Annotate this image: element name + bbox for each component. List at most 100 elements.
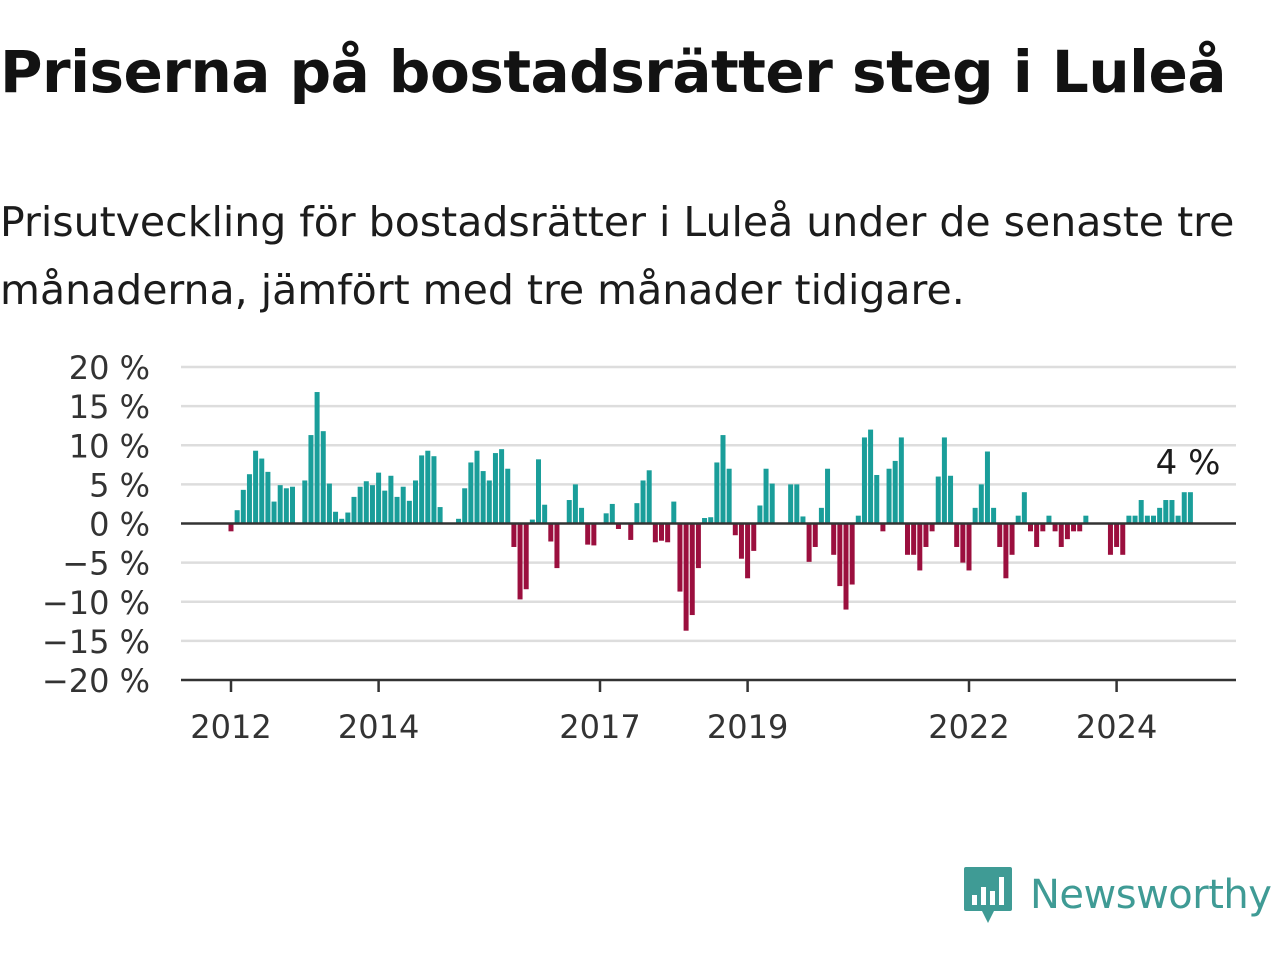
bar [923,523,929,547]
bar [388,475,394,524]
bar [333,511,339,524]
bar [1046,515,1052,524]
chart-subtitle: Prisutveckling för bostadsrätter i Luleå… [0,198,1235,314]
bar [738,523,744,559]
bar [806,523,812,562]
bar [825,468,831,524]
bar [868,429,874,524]
bar [283,488,289,524]
y-tick-label: 5 % [89,466,150,504]
bar [929,523,935,532]
chart-title: Priserna på bostadsrätter steg i Luleå [0,38,1227,106]
bar [843,523,849,610]
bar [492,453,498,524]
bar [794,484,800,524]
bar [861,437,867,524]
bar [265,471,271,524]
bar [640,480,646,524]
bar [1003,523,1009,579]
bar [302,480,308,524]
bar [259,458,265,524]
y-tick-label: −5 % [62,545,150,583]
bar [554,523,560,569]
bar [997,523,1003,547]
bar [400,486,406,524]
bar [941,437,947,524]
bar [1114,523,1120,547]
bar [1169,500,1175,524]
bar [1175,515,1181,524]
bar [1071,523,1077,532]
bar [708,517,714,524]
bar [437,507,443,524]
brand-name: Newsworthy [1030,872,1272,918]
bar [1163,500,1169,524]
y-tick-label: −10 % [42,584,150,622]
bar [1138,500,1144,524]
bar [991,507,997,524]
bar [984,451,990,524]
bar [277,485,283,524]
bar [369,485,375,524]
newsworthy-logo: Newsworthy [962,860,1272,930]
x-tick-label: 2019 [707,708,788,746]
bar [911,523,917,555]
bar [523,523,529,590]
bar [732,523,738,536]
bar [566,500,572,524]
bar [652,523,658,543]
bar [714,462,720,524]
bar [413,480,418,524]
bar [505,468,511,524]
bar [812,523,818,547]
bar [683,523,689,631]
bar [542,504,548,524]
bar [948,475,954,524]
bar [376,472,382,524]
bar [228,523,234,532]
bar [769,483,775,524]
bar [499,449,505,524]
bar [585,523,591,545]
x-tick-label: 2024 [1076,708,1157,746]
bar [628,523,634,540]
bar [1083,515,1089,524]
bar [314,392,320,524]
bar [745,523,751,579]
bar [511,523,517,547]
bar [855,515,861,524]
bar [966,523,972,571]
bar [702,518,708,524]
bar [351,496,357,524]
bar [1181,492,1187,524]
bar [818,507,824,524]
bar [579,507,585,524]
bar [886,468,892,524]
bar [874,474,880,524]
x-tick-label: 2012 [190,708,271,746]
last-value-annotation: 4 % [1156,443,1221,483]
bar [1077,523,1083,532]
bar [382,490,388,524]
newsworthy-bar-chart-icon [964,867,1012,923]
bar [671,501,677,524]
bar [634,503,640,524]
bar [935,476,941,524]
bar [849,523,855,585]
bar [1021,492,1027,524]
bar [763,468,769,524]
bar [1120,523,1126,555]
bar [253,450,259,524]
bar [320,431,326,524]
bar [517,523,523,600]
bar [357,486,363,524]
bar [954,523,960,547]
bar [615,523,621,529]
bar [363,481,369,524]
bar [326,483,332,524]
tick-labels: 20 %15 %10 %5 %0 %−5 %−10 %−15 %−20 % 201… [42,349,1221,746]
bar [609,503,615,524]
bar [1064,523,1070,540]
bar [800,516,806,524]
bar [474,450,480,524]
